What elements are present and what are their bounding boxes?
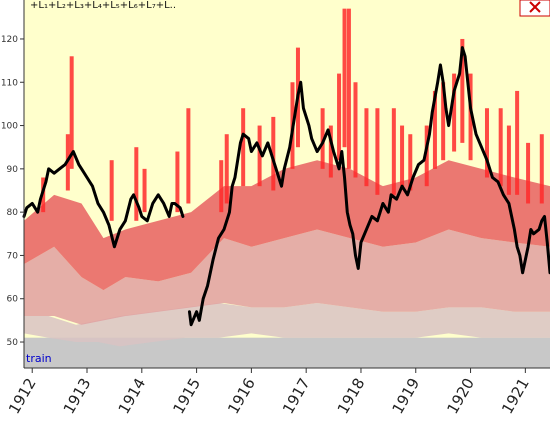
spike-23 <box>391 108 396 195</box>
spike-2 <box>69 56 74 169</box>
spike-35 <box>515 90 520 195</box>
spike-28 <box>441 82 446 161</box>
spike-11 <box>257 125 262 187</box>
y-tick-label: 90 <box>7 165 19 175</box>
x-tick-label: 1914 <box>115 375 150 417</box>
spike-21 <box>364 108 369 187</box>
y-tick-label: 60 <box>7 295 19 305</box>
y-tick-label: 100 <box>1 122 18 132</box>
band-area-0 <box>24 303 550 347</box>
y-tick-label: 50 <box>7 338 19 348</box>
spike-36 <box>526 142 531 204</box>
x-tick-label: 1912 <box>5 375 40 417</box>
spike-25 <box>408 134 413 191</box>
legend-text: +L₁+L₂+L₃+L₄+L₅+L₆+L₇+L.. <box>30 0 176 11</box>
spike-3 <box>109 160 114 221</box>
spike-29 <box>452 73 457 152</box>
spike-16 <box>328 125 333 178</box>
y-tick-label: 80 <box>7 208 19 218</box>
spike-17 <box>337 73 342 161</box>
train-label: train <box>26 352 52 365</box>
spike-22 <box>375 108 380 195</box>
spike-8 <box>219 160 224 213</box>
x-tick-label: 1917 <box>279 375 314 417</box>
close-button[interactable] <box>519 0 550 17</box>
band-area-1 <box>24 229 550 325</box>
spike-10 <box>241 108 246 187</box>
series-layer <box>22 46 550 327</box>
y-axis: 50 60 70 80 90 100 110 120 <box>1 35 24 348</box>
spike-7 <box>186 108 191 204</box>
x-tick-label: 1915 <box>169 375 204 417</box>
band-layer <box>24 160 550 368</box>
x-axis: 1912 1913 1914 1915 1916 1917 1918 1919 1920 1921 <box>5 368 533 417</box>
y-tick-label: 70 <box>7 251 19 261</box>
spike-37 <box>539 134 544 204</box>
x-tick-label: 1919 <box>389 375 424 417</box>
spike-6 <box>175 151 180 213</box>
y-tick-label: 120 <box>1 35 18 45</box>
price-line-series-0 <box>22 150 185 249</box>
spike-34 <box>506 125 511 195</box>
spike-18 <box>342 8 347 148</box>
spike-24 <box>400 125 405 187</box>
spike-32 <box>484 108 489 178</box>
spike-12 <box>271 116 276 191</box>
spike-20 <box>353 82 358 178</box>
x-tick-label: 1913 <box>60 375 95 417</box>
spike-19 <box>346 8 351 169</box>
spike-4 <box>134 147 139 221</box>
x-tick-label: 1920 <box>443 375 478 417</box>
spike-30 <box>460 38 465 143</box>
spike-9 <box>224 134 229 204</box>
spike-5 <box>142 168 147 213</box>
spike-26 <box>424 125 429 187</box>
band-area-2 <box>24 160 550 291</box>
y-tick-label: 110 <box>1 78 18 88</box>
spike-15 <box>320 108 325 169</box>
spike-27 <box>432 90 437 169</box>
price-line-series-2 <box>187 46 550 327</box>
x-tick-label: 1921 <box>498 375 533 417</box>
spike-33 <box>498 108 503 187</box>
close-icon-stroke-b <box>529 1 541 13</box>
spike-31 <box>468 73 473 161</box>
x-tick-label: 1918 <box>334 375 369 417</box>
x-tick-label: 1916 <box>224 375 259 417</box>
